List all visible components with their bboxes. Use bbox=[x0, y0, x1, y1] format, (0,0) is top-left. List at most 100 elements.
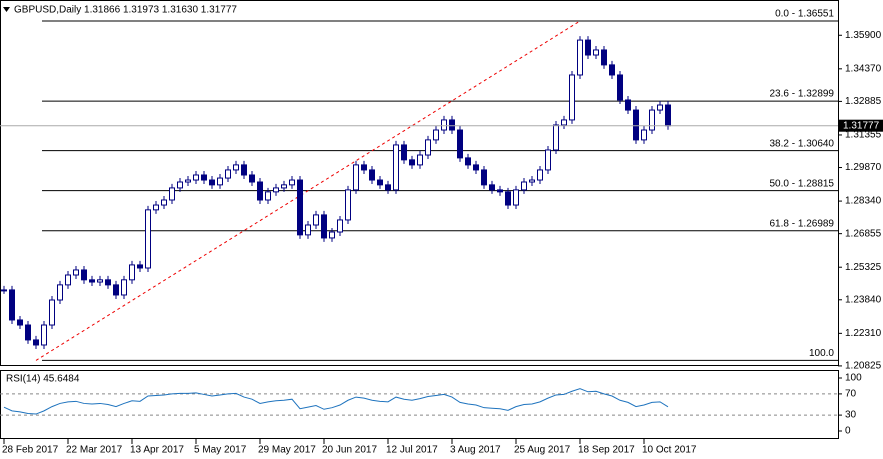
y-tick-label: 1.32885 bbox=[845, 96, 882, 107]
candle-body bbox=[169, 187, 175, 201]
candle-body bbox=[177, 181, 183, 189]
x-tick-label: 5 May 2017 bbox=[194, 445, 247, 456]
candle-body bbox=[609, 64, 615, 76]
fib-label: 38.2 - 1.30640 bbox=[770, 138, 835, 149]
candle-body bbox=[513, 189, 519, 206]
candle-body bbox=[665, 104, 671, 127]
candle-body bbox=[137, 264, 143, 269]
fib-trend-line bbox=[35, 20, 581, 361]
rsi-tick-label: 30 bbox=[845, 410, 857, 421]
rsi-header: RSI(14) 45.6484 bbox=[6, 374, 80, 385]
candle-body bbox=[393, 144, 399, 191]
candle-body bbox=[217, 177, 223, 186]
y-tick-label: 1.26855 bbox=[845, 228, 882, 239]
candle-body bbox=[65, 274, 71, 286]
candle-body bbox=[577, 39, 583, 76]
candle-body bbox=[273, 187, 279, 193]
candle-body bbox=[297, 179, 303, 236]
fib-label: 23.6 - 1.32899 bbox=[770, 89, 835, 100]
y-tick-label: 1.34370 bbox=[845, 63, 882, 74]
y-tick-label: 1.28340 bbox=[845, 196, 882, 207]
candle-body bbox=[489, 184, 495, 191]
candle-body bbox=[481, 169, 487, 186]
candle-body bbox=[505, 191, 511, 206]
candle-body bbox=[225, 169, 231, 179]
candle-body bbox=[265, 191, 271, 201]
candle-body bbox=[185, 179, 191, 183]
x-tick-label: 20 Jun 2017 bbox=[322, 445, 377, 456]
candle-body bbox=[361, 164, 367, 171]
x-tick-label: 3 Aug 2017 bbox=[450, 445, 501, 456]
candle-body bbox=[321, 214, 327, 239]
candle-body bbox=[625, 99, 631, 111]
x-tick-label: 28 Feb 2017 bbox=[2, 445, 59, 456]
candle-body bbox=[521, 181, 527, 191]
y-tick-label: 1.23840 bbox=[845, 294, 882, 305]
x-tick-label: 12 Jul 2017 bbox=[386, 445, 438, 456]
candle-body bbox=[337, 219, 343, 233]
x-tick-label: 13 Apr 2017 bbox=[130, 445, 184, 456]
candle-body bbox=[89, 279, 95, 283]
fib-label: 100.0 bbox=[809, 348, 834, 359]
rsi-tick-label: 100 bbox=[845, 373, 862, 384]
fib-label: 0.0 - 1.36551 bbox=[775, 9, 834, 20]
candle-body bbox=[81, 269, 87, 281]
candle-body bbox=[305, 224, 311, 236]
candle-body bbox=[465, 157, 471, 166]
fib-label: 61.8 - 1.26989 bbox=[770, 218, 835, 229]
candle-body bbox=[25, 324, 31, 341]
candle-body bbox=[313, 214, 319, 226]
x-tick-label: 10 Oct 2017 bbox=[642, 445, 697, 456]
candle-body bbox=[201, 174, 207, 181]
last-price-box bbox=[839, 119, 883, 132]
candle-body bbox=[561, 119, 567, 126]
candle-body bbox=[289, 179, 295, 186]
candle-body bbox=[17, 319, 23, 326]
candle-body bbox=[409, 159, 415, 166]
candle-body bbox=[529, 179, 535, 183]
candle-body bbox=[417, 154, 423, 166]
candle-body bbox=[617, 74, 623, 101]
candle-body bbox=[1, 289, 7, 292]
candle-body bbox=[457, 129, 463, 159]
candle-body bbox=[345, 189, 351, 221]
candle-body bbox=[153, 204, 159, 211]
x-tick-label: 29 May 2017 bbox=[258, 445, 316, 456]
rsi-tick-label: 70 bbox=[845, 389, 857, 400]
candle-body bbox=[9, 289, 15, 321]
candle-body bbox=[545, 149, 551, 171]
candle-body bbox=[569, 74, 575, 121]
candle-body bbox=[369, 169, 375, 181]
candle-body bbox=[281, 184, 287, 189]
candle-body bbox=[161, 199, 167, 206]
candle-body bbox=[121, 279, 127, 296]
candle-body bbox=[473, 164, 479, 171]
chart-header: GBPUSD,Daily 1.31866 1.31973 1.31630 1.3… bbox=[14, 5, 237, 16]
candle-body bbox=[401, 144, 407, 161]
candle-body bbox=[425, 139, 431, 156]
candle-body bbox=[241, 164, 247, 176]
candle-body bbox=[593, 49, 599, 56]
candle-body bbox=[49, 299, 55, 326]
candle-body bbox=[209, 179, 215, 186]
candle-body bbox=[449, 119, 455, 131]
header-arrow bbox=[3, 7, 10, 12]
candle-body bbox=[97, 279, 103, 283]
candle-body bbox=[633, 109, 639, 141]
candle-body bbox=[385, 184, 391, 191]
candle-body bbox=[129, 264, 135, 281]
candle-body bbox=[249, 174, 255, 183]
candle-body bbox=[105, 279, 111, 286]
candle-body bbox=[601, 49, 607, 66]
candle-body bbox=[441, 119, 447, 131]
last-price-label: 1.31777 bbox=[843, 120, 880, 131]
rsi-line bbox=[3, 388, 669, 415]
candle-body bbox=[553, 124, 559, 151]
fib-label: 50.0 - 1.28815 bbox=[770, 178, 835, 189]
candle-body bbox=[113, 284, 119, 296]
x-tick-label: 18 Sep 2017 bbox=[578, 445, 635, 456]
candle-body bbox=[145, 209, 151, 269]
y-tick-label: 1.31355 bbox=[845, 130, 882, 141]
y-tick-label: 1.20825 bbox=[845, 361, 882, 372]
